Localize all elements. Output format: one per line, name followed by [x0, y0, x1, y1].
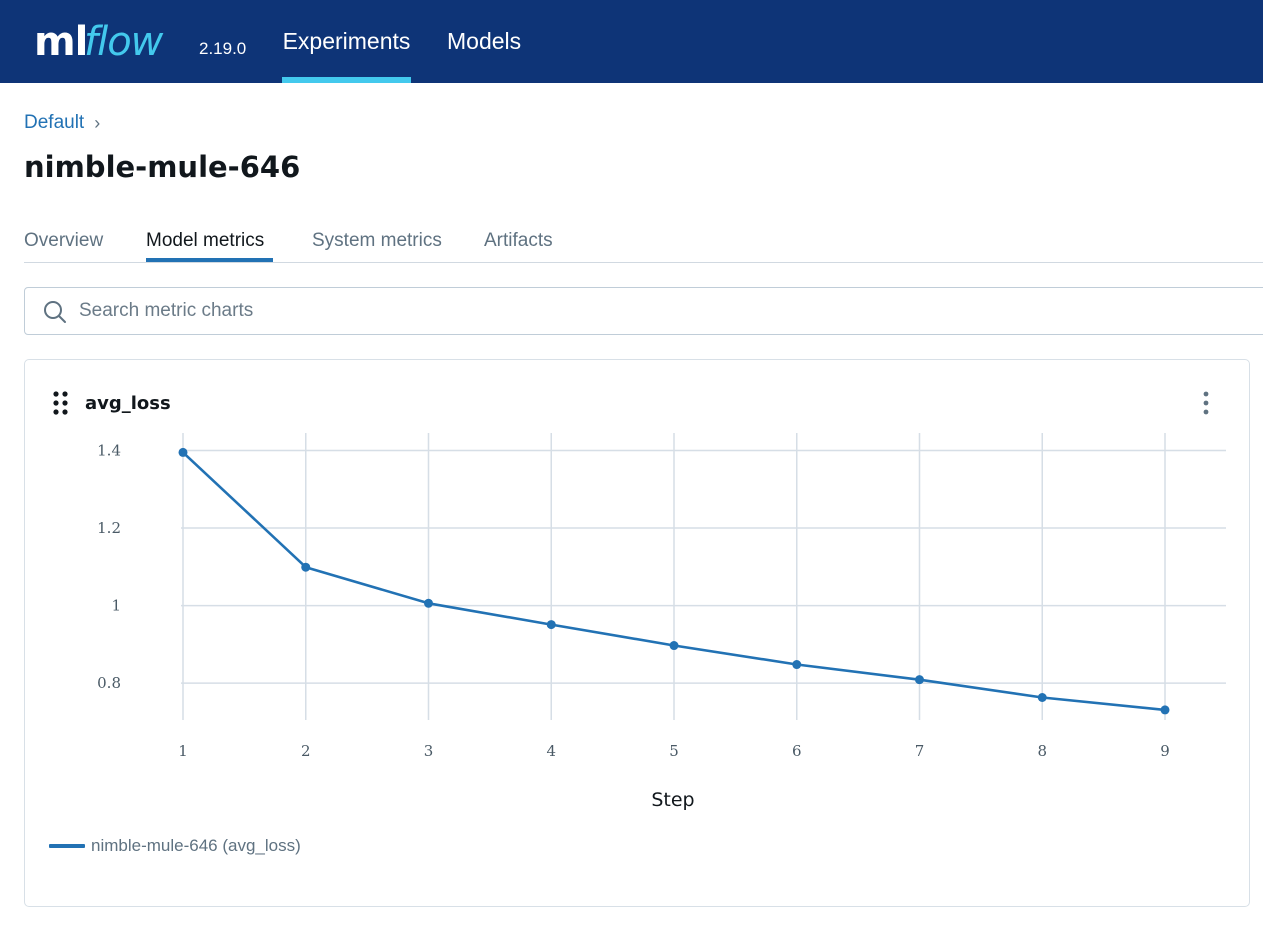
tab-system-metrics[interactable]: System metrics: [312, 230, 442, 251]
nav-models[interactable]: Models: [447, 28, 522, 54]
legend-label: nimble-mule-646 (avg_loss): [91, 836, 301, 855]
x-tick-label: 9: [1160, 742, 1170, 760]
chart-legend[interactable]: nimble-mule-646 (avg_loss): [49, 836, 301, 856]
tab-overview[interactable]: Overview: [24, 230, 104, 251]
y-tick-label: 1.2: [97, 519, 121, 537]
avg-loss-line-chart[interactable]: 0.8 1 1.2 1.4 1 2 3 4 5 6 7 8 9 Step: [25, 360, 1251, 830]
x-tick-label: 4: [546, 742, 556, 760]
data-point[interactable]: [1160, 705, 1170, 715]
logo-flow-text: flow: [84, 19, 163, 65]
x-tick-label: 2: [301, 742, 311, 760]
data-point[interactable]: [915, 675, 924, 685]
version-label: 2.19.0: [199, 39, 247, 58]
search-icon: [44, 301, 66, 323]
x-tick-label: 6: [792, 742, 802, 760]
data-point[interactable]: [546, 620, 556, 630]
chart-title: avg_loss: [85, 393, 171, 414]
nav-active-indicator: [282, 77, 411, 83]
run-tabs: Overview Model metrics System metrics Ar…: [24, 227, 1263, 263]
x-tick-label: 8: [1037, 742, 1047, 760]
y-tick-label: 1: [111, 597, 121, 615]
metric-chart-card: avg_loss 0.8 1 1.2 1.4 1 2 3 4 5 6 7 8 9 Step nimbl…: [24, 359, 1250, 907]
legend-swatch: [49, 844, 85, 848]
x-tick-label: 1: [178, 742, 188, 760]
data-point[interactable]: [301, 562, 311, 572]
top-navbar: ml flow 2.19.0 Experiments Models: [0, 0, 1263, 83]
search-input[interactable]: [79, 289, 1229, 333]
drag-handle-icon[interactable]: [53, 391, 69, 415]
x-tick-label: 3: [424, 742, 434, 760]
data-point[interactable]: [424, 598, 433, 608]
data-point[interactable]: [669, 641, 679, 651]
logo-ml-text: ml: [34, 19, 88, 65]
y-tick-label: 0.8: [97, 674, 121, 692]
data-point[interactable]: [1037, 693, 1047, 703]
tab-model-metrics[interactable]: Model metrics: [146, 230, 265, 251]
metric-search-box: [24, 287, 1263, 335]
data-point[interactable]: [792, 660, 802, 670]
breadcrumb: Default ›: [24, 112, 100, 134]
breadcrumb-default-link[interactable]: Default: [24, 112, 85, 133]
data-point[interactable]: [178, 447, 188, 457]
x-tick-label: 5: [669, 742, 679, 760]
tab-artifacts[interactable]: Artifacts: [484, 230, 553, 251]
x-tick-label: 7: [915, 742, 925, 760]
tab-active-indicator: [146, 258, 273, 262]
chevron-right-icon: ›: [94, 112, 101, 133]
nav-experiments[interactable]: Experiments: [282, 28, 411, 54]
y-tick-label: 1.4: [97, 441, 121, 459]
x-axis-label: Step: [651, 789, 694, 811]
kebab-menu-icon[interactable]: [1199, 390, 1213, 416]
page-title: nimble-mule-646: [24, 150, 301, 184]
